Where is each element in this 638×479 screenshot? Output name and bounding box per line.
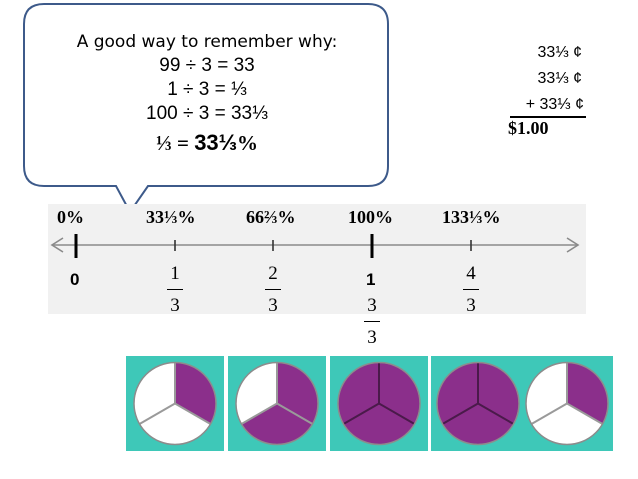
fraction-3-3: 3 3	[362, 294, 382, 350]
fraction-denominator: 3	[170, 295, 180, 316]
pie-panel-four-thirds	[431, 356, 613, 451]
bubble-equation-2: 1 ÷ 3 = ⅓	[167, 79, 247, 100]
number-line-panel	[48, 204, 586, 314]
fraction-bar	[463, 289, 479, 290]
pie-panel-three-thirds	[330, 356, 428, 451]
whole-label-1: 1	[366, 270, 376, 289]
fraction-denominator: 3	[466, 295, 476, 316]
sum-addend-3: + 33⅓ ¢	[525, 96, 584, 113]
pie-outline	[235, 361, 319, 446]
pie-outline	[133, 361, 217, 446]
bubble-eq4-fraction: ⅓ =	[155, 131, 195, 155]
bubble-equation-3: 100 ÷ 3 = 33⅓	[146, 103, 268, 124]
whole-label-0: 0	[70, 270, 80, 289]
percent-label-100: 100%	[348, 207, 393, 227]
pie-divider	[342, 402, 380, 425]
bubble-equation-1: 99 ÷ 3 = 33	[159, 55, 255, 76]
fraction-numerator: 3	[367, 295, 377, 316]
fraction-numerator: 4	[466, 263, 476, 284]
percent-label-133: 133⅓%	[442, 207, 501, 227]
fraction-1-3: 1 3	[165, 262, 185, 318]
percent-label-0: 0%	[57, 207, 84, 227]
pie-four-thirds	[436, 361, 609, 446]
pie-divider	[240, 402, 278, 425]
fraction-2-3: 2 3	[263, 262, 283, 318]
pie-outline	[525, 361, 609, 446]
pie-divider	[441, 402, 479, 425]
bubble-eq4-value: 33⅓	[194, 130, 238, 155]
fraction-4-3: 4 3	[461, 262, 481, 318]
pie-divider	[138, 402, 176, 425]
fraction-denominator: 3	[268, 295, 278, 316]
sum-addend-2: 33⅓ ¢	[537, 70, 582, 87]
bubble-eq4-unit: %	[237, 131, 259, 155]
sum-rule	[510, 116, 586, 118]
bubble-title: A good way to remember why:	[76, 32, 338, 52]
fraction-denominator: 3	[367, 327, 377, 348]
pie-divider	[276, 402, 314, 425]
pie-three-thirds	[337, 361, 421, 446]
sum-total: $1.00	[508, 118, 549, 138]
fraction-bar	[265, 289, 281, 290]
fraction-numerator: 1	[170, 263, 180, 284]
pie-outline	[436, 361, 520, 446]
pie-divider	[566, 402, 604, 425]
fraction-bar	[364, 321, 380, 322]
pie-two-thirds	[235, 361, 319, 446]
pie-outline	[337, 361, 421, 446]
pie-divider	[477, 402, 515, 425]
fraction-numerator: 2	[268, 263, 278, 284]
fraction-bar	[167, 289, 183, 290]
sum-addend-1: 33⅓ ¢	[537, 44, 582, 61]
pie-panel-one-third	[126, 356, 224, 451]
bubble-equation-4: ⅓ = 33⅓%	[26, 130, 388, 156]
pie-divider	[378, 402, 416, 425]
pie-one-third	[133, 361, 217, 446]
percent-label-66: 66⅔%	[246, 207, 296, 227]
number-line-axis	[50, 237, 580, 253]
percent-label-33: 33⅓%	[146, 207, 196, 227]
pie-divider	[174, 402, 212, 425]
pie-divider	[530, 402, 568, 425]
pie-panel-two-thirds	[228, 356, 326, 451]
